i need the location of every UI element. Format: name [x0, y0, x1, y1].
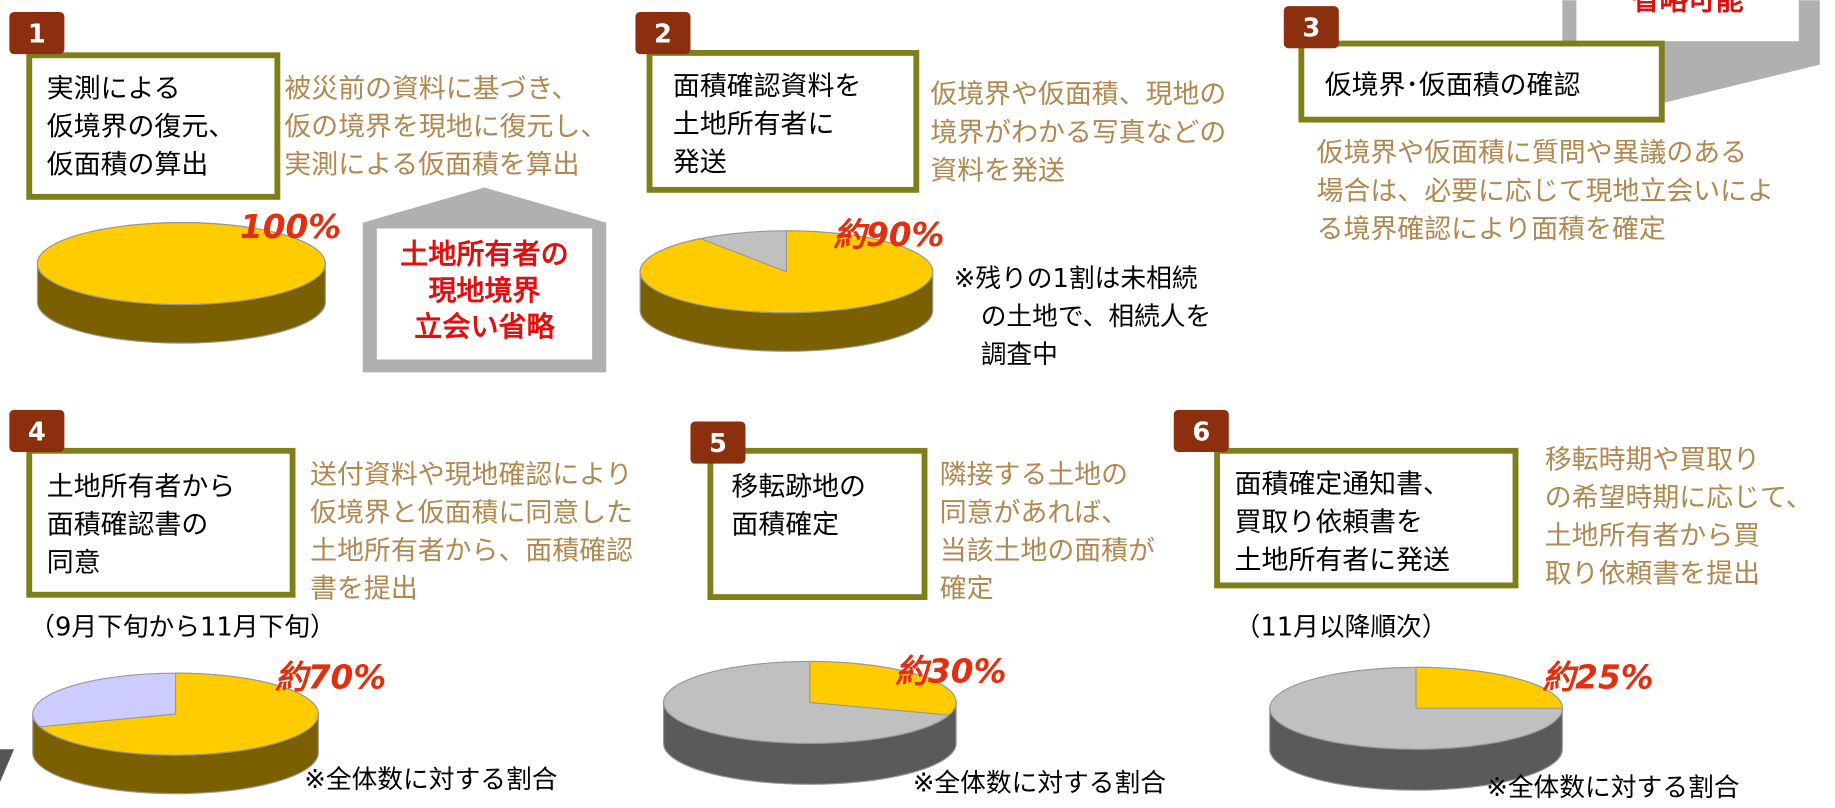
step-title: 移転跡地の [731, 471, 866, 502]
step-number: 1 [28, 19, 46, 49]
step-description: 資料を発送 [930, 155, 1065, 186]
step-title: 買取り依頼書を [1235, 507, 1423, 538]
step-description: 移転時期や買取り [1545, 444, 1760, 475]
step-title: 面積確定通知書、 [1235, 469, 1450, 500]
callout-text: 土地所有者の [400, 238, 568, 271]
step-title: 仮境界･仮面積の確認 [1325, 70, 1581, 101]
step-title: 面積確認書の [47, 509, 208, 540]
step-description: 取り依頼書を提出 [1545, 558, 1760, 589]
step-description: 実測による仮面積を算出 [284, 149, 579, 180]
step-description: 被災前の資料に基づき、 [284, 73, 578, 104]
step-title: 土地所有者から [47, 471, 235, 502]
pie-label: 約25% [1542, 658, 1653, 696]
step-description: る境界確認により面積を確定 [1317, 214, 1666, 245]
pie-label: 約70% [275, 658, 386, 696]
note: の土地で、相続人を [981, 302, 1212, 332]
pie-label: 100% [240, 208, 341, 246]
step-number: 3 [1302, 14, 1320, 44]
note: ※全体数に対する割合 [913, 768, 1166, 798]
step-title: 仮面積の算出 [47, 149, 208, 180]
step-box [707, 447, 928, 601]
note: 調査中 [981, 340, 1058, 370]
step-title: 仮境界の復元、 [47, 111, 235, 142]
step-box [26, 52, 281, 200]
edge-shape [0, 749, 15, 783]
step-description: 仮境界と仮面積に同意した [310, 498, 633, 529]
step-title: 発送 [673, 147, 727, 178]
pie-slice [1415, 666, 1563, 709]
step-box [26, 447, 296, 598]
step-number: 5 [709, 429, 727, 459]
step-description: 仮境界や仮面積に質問や異議のある [1317, 138, 1748, 169]
pie-slice [809, 660, 957, 716]
step-box [646, 49, 920, 193]
step-title: 面積確認資料を [673, 71, 861, 102]
step-description: 土地所有者から、面積確認 [310, 536, 633, 567]
step-badge [9, 409, 65, 452]
step-badge [690, 421, 746, 464]
pie-slice [38, 672, 319, 756]
step-description: 境界がわかる写真などの [930, 117, 1226, 148]
step-title: 実測による [47, 73, 181, 104]
pie-slice [639, 230, 934, 314]
note: ※全体数に対する割合 [1486, 773, 1739, 803]
step-number: 4 [28, 417, 46, 447]
step-title: 同意 [47, 547, 101, 578]
callout-text: 立会い省略 [414, 310, 555, 343]
step-description: 仮境界や仮面積、現地の [930, 79, 1226, 110]
pie-label: 約90% [833, 216, 944, 254]
step-badge [9, 11, 65, 55]
step-number: 2 [654, 19, 672, 49]
step-title: 土地所有者に発送 [1235, 545, 1450, 576]
step-description: 送付資料や現地確認により [310, 460, 632, 491]
step-title: 土地所有者に [673, 109, 834, 140]
step-description: の希望時期に応じて、 [1545, 482, 1813, 513]
note: ※全体数に対する割合 [304, 765, 557, 795]
step-box [1298, 40, 1665, 123]
step-badge [1173, 409, 1229, 452]
step-badge [1283, 6, 1339, 49]
step-description: 確定 [940, 574, 994, 605]
step-description: 土地所有者から買 [1545, 520, 1760, 551]
step-description: 同意があれば、 [940, 498, 1128, 529]
step-description: 書を提出 [310, 574, 418, 605]
note: ※残りの1割は未相続 [954, 264, 1198, 294]
step-badge [635, 11, 691, 55]
callout-box [376, 228, 593, 360]
step-description: 場合は、必要に応じて現地立会いによ [1317, 176, 1774, 207]
callout-box [1576, 0, 1799, 42]
pie-slice [36, 222, 326, 306]
period: （9月下旬から11月下旬） [29, 613, 335, 643]
pie-label: 約30% [895, 653, 1006, 691]
step-title: 面積確定 [731, 509, 839, 540]
step-description: 仮の境界を現地に復元し、 [284, 111, 607, 142]
step-description: 隣接する土地の [940, 460, 1128, 491]
callout-text: 現地境界 [428, 274, 540, 307]
step-number: 6 [1192, 417, 1210, 447]
callout-text: 省略可能 [1631, 0, 1743, 17]
step-box [1214, 447, 1519, 589]
period: （11月以降順次） [1235, 613, 1448, 643]
step-description: 当該土地の面積が [940, 536, 1155, 567]
